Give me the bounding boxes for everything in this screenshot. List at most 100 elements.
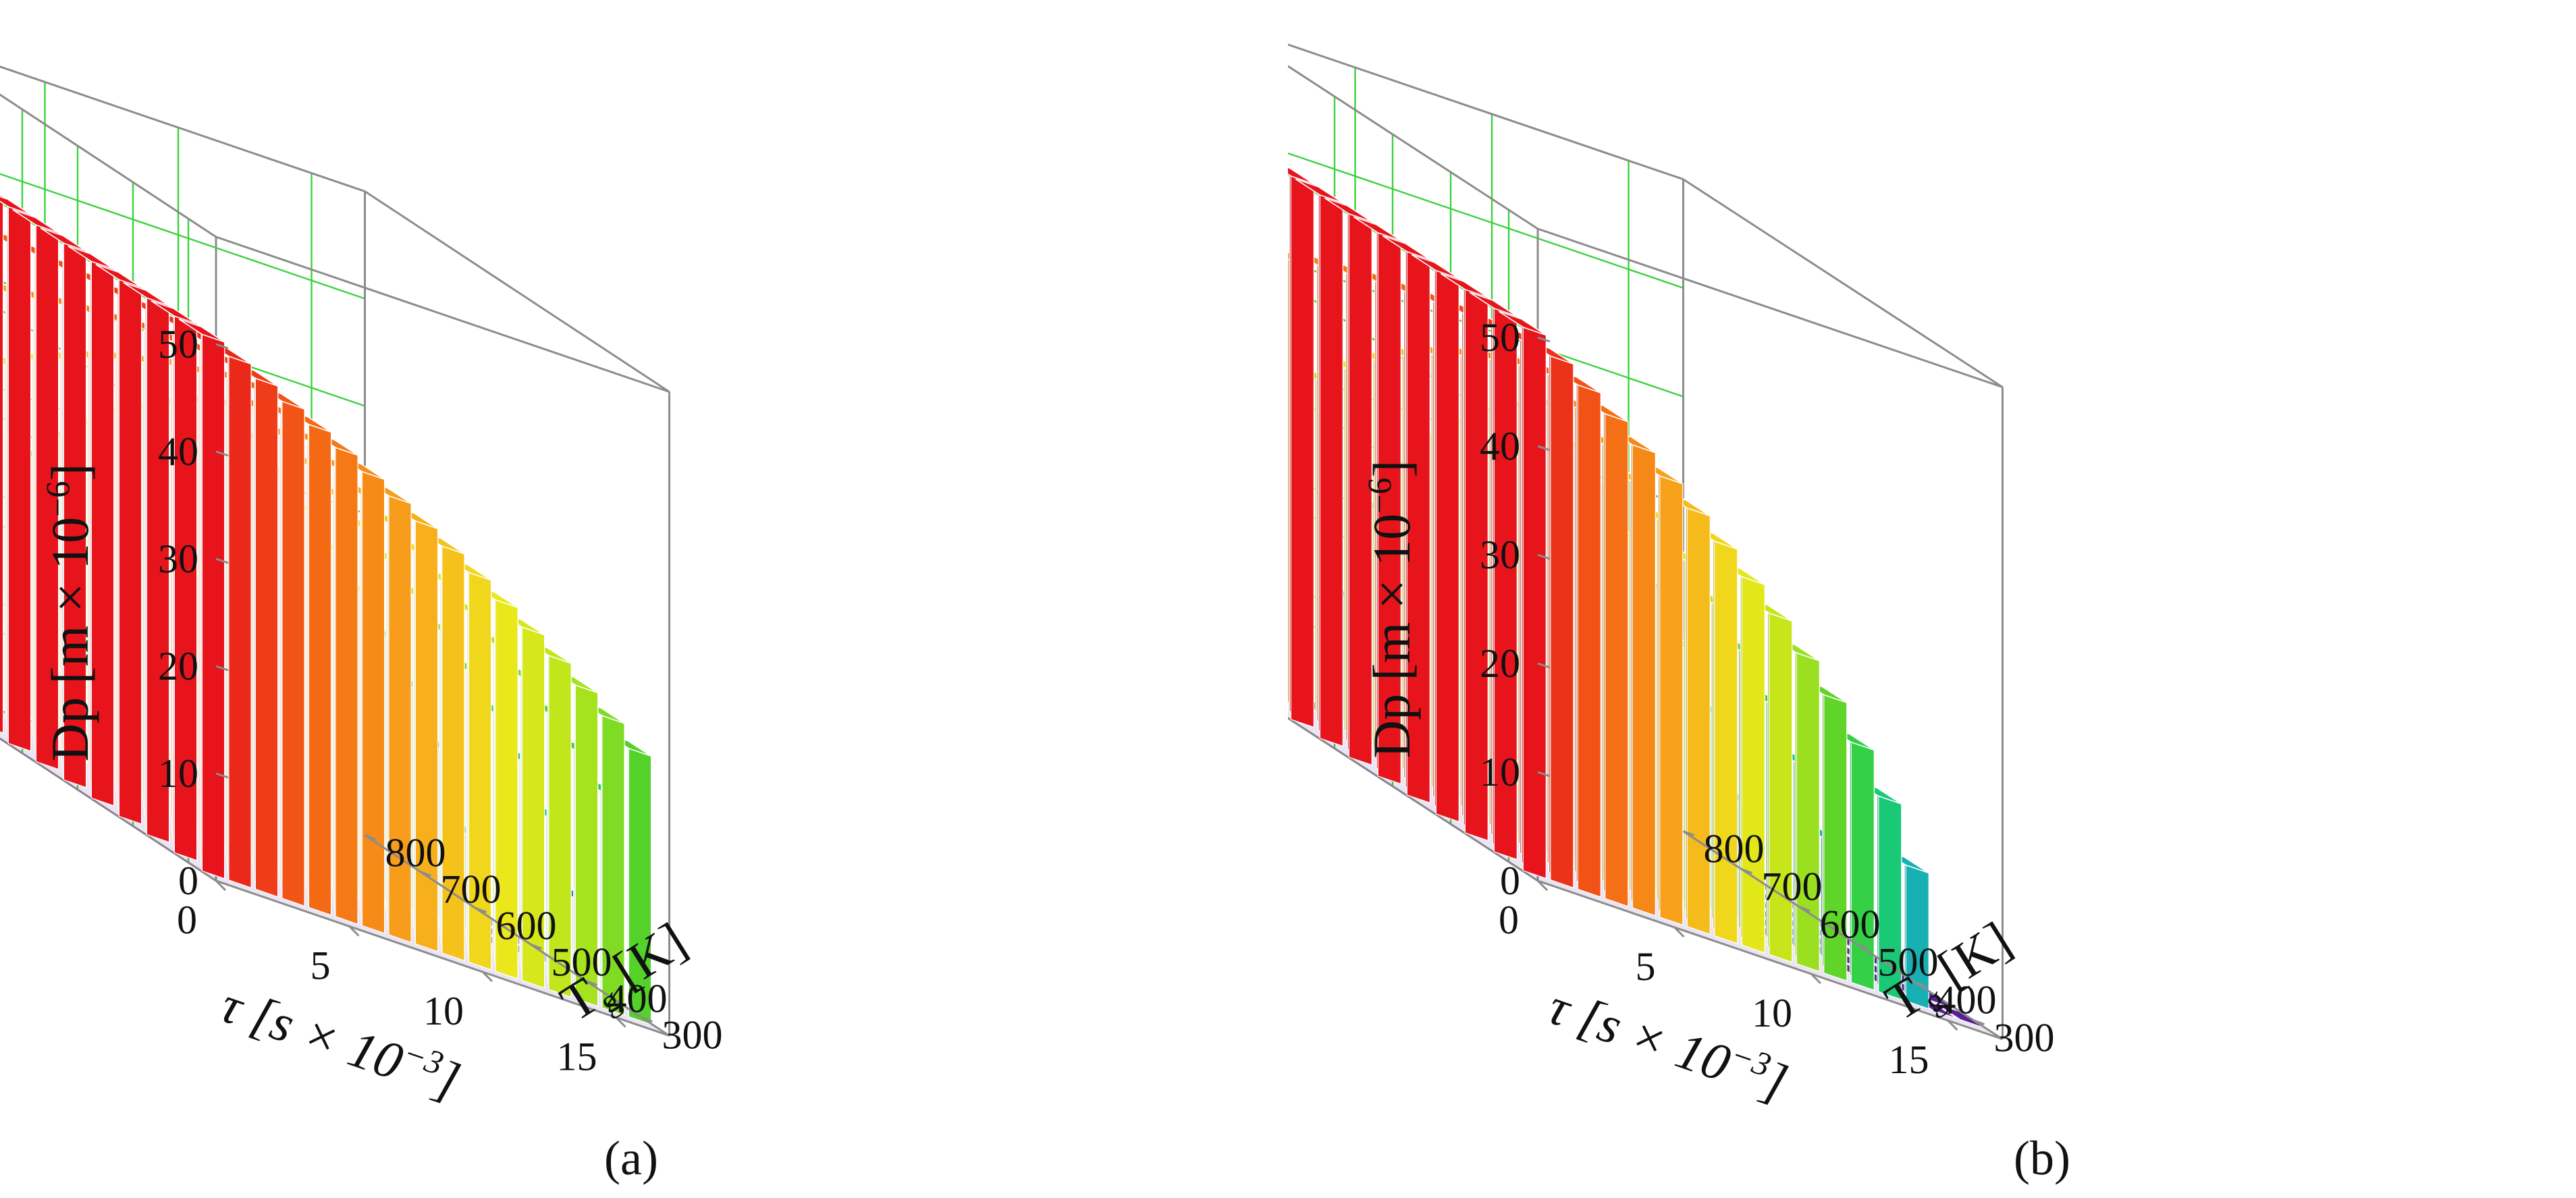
bar (1353, 216, 1401, 785)
y-tick-mark (475, 907, 487, 913)
chart-panel-a: 0 10 20 30 40 50 0 5 10 15 300 400 500 600 700 800 Dp [m… (0, 65, 723, 1185)
bar (285, 408, 332, 916)
y-tick-label: 700 (441, 867, 502, 912)
y-tick-label: 500 (552, 940, 612, 985)
axis-box-edge (1682, 830, 2004, 1040)
z-tick-label: 50 (1480, 315, 1520, 360)
bar-top-face (1324, 197, 1372, 223)
bar (392, 505, 439, 952)
axis-box-edge (1682, 178, 2004, 388)
y-tick-label: 300 (1994, 1016, 2055, 1060)
bar (365, 480, 412, 944)
x-tick-mark (348, 925, 360, 937)
x-tick-mark (215, 879, 227, 892)
bar-top-face (1469, 292, 1518, 317)
z-axis-title-main: Dp [m × 10 (1362, 514, 1421, 758)
bar-top-face (123, 281, 170, 306)
bar (418, 530, 465, 962)
axis-box-edge (364, 834, 670, 1037)
bar-front-face (1577, 384, 1601, 898)
z-tick-mark (1537, 445, 1551, 452)
bar (1607, 428, 1656, 917)
bar (1580, 397, 1629, 908)
bar (498, 611, 545, 989)
gridline-z (0, 173, 365, 346)
bar (1382, 235, 1430, 804)
z-tick-mark (215, 343, 229, 350)
gridline-z (1288, 152, 1684, 339)
bar-top-face (1440, 273, 1488, 298)
bar-top-face (0, 193, 4, 197)
bar (1469, 292, 1518, 861)
bar-front-face (1796, 652, 1820, 973)
bar (552, 669, 599, 1007)
bar (68, 245, 115, 807)
bar (1411, 254, 1459, 823)
chart-b-box-front (1537, 178, 2004, 1041)
bar-top-face (1411, 254, 1459, 279)
y-tick-mark (364, 834, 377, 840)
z-tick-mark (215, 557, 229, 564)
x-tick-label: 10 (1752, 991, 1792, 1035)
z-tick-label: 20 (158, 644, 198, 688)
z-tick-mark (1537, 336, 1551, 343)
bar-front-face (1605, 413, 1629, 907)
axis-box-edge (0, 65, 365, 192)
y-tick-mark (1856, 944, 1869, 950)
bar-front-face (118, 279, 142, 825)
bar (0, 196, 32, 752)
y-tick-mark (1914, 981, 1927, 988)
z-tick-label: 20 (1480, 641, 1520, 686)
z-axis-title-exp: −6 (38, 481, 76, 517)
bar (1826, 726, 1875, 991)
bar (1498, 310, 1547, 879)
y-tick-mark (1798, 906, 1811, 913)
chart-a-bars (0, 193, 652, 1025)
axis-box-edge (1288, 43, 1684, 181)
z-tick-mark (1537, 553, 1551, 560)
y-tick-mark (1740, 868, 1753, 875)
x-axis-title-main: τ [s × 10 (214, 975, 410, 1091)
bar-front-face (0, 194, 4, 734)
bar (1526, 339, 1574, 889)
bar (258, 385, 305, 907)
bar (40, 227, 87, 788)
x-tick-label: 0 (1499, 898, 1519, 942)
y-tick-label: 400 (1936, 978, 1997, 1023)
y-tick-label: 300 (662, 1013, 723, 1058)
y-tick-label: 700 (1762, 865, 1823, 909)
z-tick-label: 50 (158, 322, 198, 366)
bar (1440, 273, 1488, 842)
x-tick-label: 0 (177, 898, 197, 942)
z-axis-title-main: Dp [m × 10 (41, 517, 99, 761)
axis-box-edge (1537, 227, 2003, 389)
z-tick-label: 40 (158, 429, 198, 474)
bar-front-face (1290, 175, 1314, 728)
x-tick-label: 10 (423, 989, 464, 1033)
x-tick-label: 15 (1889, 1037, 1929, 1082)
y-tick-label: 400 (607, 977, 668, 1021)
y-tick-mark (1973, 1019, 1985, 1026)
z-axis-title-exp: −6 (1360, 478, 1398, 514)
bar-front-face (201, 333, 225, 879)
bar-front-face (1435, 270, 1459, 823)
y-tick-mark (419, 871, 432, 877)
bar-front-face (1522, 327, 1547, 879)
bar-front-face (1769, 612, 1793, 963)
axis-box-edge (215, 236, 670, 393)
chart-b-caption: (b) (2014, 1131, 2070, 1185)
axis-box-edge (215, 879, 670, 1037)
bar-top-face (12, 209, 59, 234)
z-tick-label: 40 (1480, 424, 1520, 468)
bar (12, 209, 59, 770)
x-tick-mark (481, 971, 493, 983)
bar-top-face (40, 227, 87, 252)
x-tick-mark (1810, 973, 1822, 985)
bar (178, 318, 225, 879)
bar-top-face (0, 196, 32, 215)
bar-front-face (308, 424, 332, 916)
bar-front-face (281, 400, 305, 907)
y-tick-mark (1682, 830, 1695, 837)
z-tick-label: 30 (158, 537, 198, 581)
